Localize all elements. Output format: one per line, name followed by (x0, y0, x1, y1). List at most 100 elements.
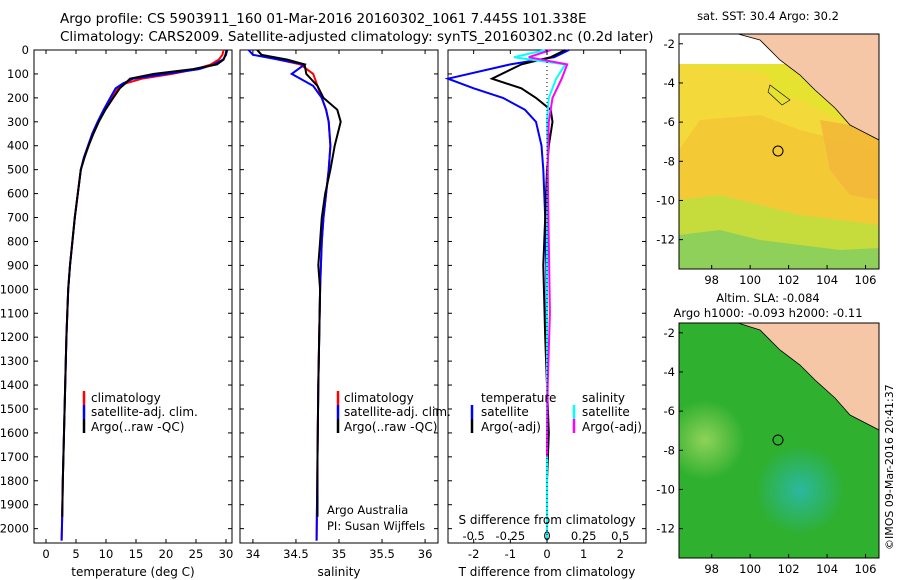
x-tick-label: 36 (418, 547, 433, 561)
imos-credit: ©IMOS 09-Mar-2016 20:41:37 (883, 384, 896, 550)
depth-tick-label: 100 (7, 67, 29, 81)
map-x-tick-label: 104 (816, 562, 838, 576)
series-line (60, 49, 225, 541)
salinity-legend: climatology satellite-adj. clim. Argo(..… (327, 391, 451, 533)
map-y-tick-label: -8 (664, 443, 675, 457)
credit-note-line2: PI: Susan Wijffels (327, 519, 425, 533)
x-tick-label: 2 (617, 547, 624, 561)
legend-label-t-satellite: satellite (481, 405, 529, 419)
legend-title-temperature: temperature (481, 391, 556, 405)
s-tick-label: 0.25 (571, 529, 597, 543)
s-tick-label: -0.5 (462, 529, 484, 543)
x-tick-label: -1 (505, 547, 516, 561)
salinity-series (247, 49, 342, 541)
map-x-tick-label: 102 (778, 562, 800, 576)
depth-tick-label: 1100 (0, 306, 29, 320)
map-x-tick-label: 100 (739, 273, 761, 287)
x-tick-label: 20 (159, 547, 174, 561)
difference-xlabel: T difference from climatology (458, 565, 636, 579)
s-difference-label: S difference from climatology (459, 513, 636, 527)
map-y-tick-label: -4 (664, 365, 675, 379)
temperature-panel-frame (33, 49, 233, 544)
argo-location-marker-sst (772, 145, 784, 157)
depth-tick-label: 200 (7, 91, 29, 105)
map-y-tick-label: -10 (656, 193, 675, 207)
x-tick-label: 15 (129, 547, 144, 561)
legend-label-climatology: climatology (91, 391, 161, 405)
depth-tick-label: 400 (7, 139, 29, 153)
legend-label-t-argo: Argo(-adj) (481, 420, 541, 434)
s-tick-label: 0.5 (611, 529, 629, 543)
series-line (489, 49, 566, 481)
salinity-xticks: 34 34.5 35 35.5 36 (246, 50, 433, 561)
depth-axis: 0 100 200 300 400 500 600 700 800 900 1000 1100 1200… (0, 43, 646, 536)
map-x-tick-label: 102 (778, 273, 800, 287)
credit-note-line1: Argo Australia (327, 503, 408, 517)
legend-label-climatology: climatology (344, 391, 414, 405)
legend-label-argo: Argo(..raw -QC) (344, 420, 437, 434)
sla-map-axes: 98 100 102 104 106 -2 -4 -6 -8 -10 -12 (656, 326, 876, 576)
legend-label-satellite: satellite-adj. clim. (344, 405, 451, 419)
x-tick-label: 30 (219, 547, 234, 561)
series-line (60, 49, 229, 541)
temperature-legend: climatology satellite-adj. clim. Argo(..… (82, 391, 198, 434)
map-y-tick-label: -2 (664, 37, 675, 51)
map-x-tick-label: 98 (704, 273, 719, 287)
map-x-tick-label: 98 (704, 562, 719, 576)
depth-tick-label: 1400 (0, 378, 29, 392)
salinity-xlabel: salinity (317, 565, 360, 579)
map-y-tick-label: -4 (664, 76, 675, 90)
x-tick-label: 35.5 (369, 547, 395, 561)
depth-tick-label: 0 (22, 43, 29, 57)
depth-tick-label: 1900 (0, 498, 29, 512)
depth-tick-label: 700 (7, 211, 29, 225)
legend-label-s-satellite: satellite (582, 405, 630, 419)
map-x-tick-label: 106 (855, 273, 877, 287)
sst-map-title: sat. SST: 30.4 Argo: 30.2 (697, 9, 839, 23)
depth-tick-label: 600 (7, 187, 29, 201)
temperature-xticks: 0 5 10 15 20 25 30 (42, 50, 233, 561)
map-y-tick-label: -12 (656, 233, 675, 247)
depth-tick-label: 1200 (0, 330, 29, 344)
map-x-tick-label: 106 (855, 562, 877, 576)
map-y-tick-label: -2 (664, 326, 675, 340)
map-y-tick-label: -12 (656, 522, 675, 536)
series-line (256, 49, 342, 517)
x-tick-label: 1 (580, 547, 587, 561)
depth-tick-label: 1300 (0, 354, 29, 368)
legend-label-s-argo: Argo(-adj) (582, 420, 642, 434)
chart-title-line1: Argo profile: CS 5903911_160 01-Mar-2016… (60, 11, 587, 27)
depth-tick-label: 500 (7, 163, 29, 177)
depth-tick-label: 1600 (0, 426, 29, 440)
map-y-tick-label: -6 (664, 404, 675, 418)
sst-map (678, 33, 880, 270)
chart-title-line2: Climatology: CARS2009. Satellite-adjuste… (60, 29, 654, 45)
x-tick-label: 25 (189, 547, 204, 561)
x-tick-label: 34.5 (283, 547, 309, 561)
x-tick-label: 0 (543, 547, 550, 561)
map-x-tick-label: 104 (816, 273, 838, 287)
x-tick-label: 34 (246, 547, 261, 561)
map-y-tick-label: -8 (664, 154, 675, 168)
map-y-tick-label: -6 (664, 115, 675, 129)
x-tick-label: 35 (332, 547, 347, 561)
depth-tick-label: 1800 (0, 474, 29, 488)
difference-series (444, 49, 570, 543)
legend-label-satellite: satellite-adj. clim. (91, 405, 198, 419)
s-tick-label: -0.25 (495, 529, 525, 543)
sst-map-axes: 98 100 102 104 106 -2 -4 -6 -8 -10 -12 (656, 37, 876, 287)
sla-map-title-line1: Altim. SLA: -0.084 (716, 291, 820, 305)
depth-tick-label: 900 (7, 258, 29, 272)
temperature-series (60, 49, 229, 541)
depth-tick-label: 1700 (0, 450, 29, 464)
x-tick-label: 10 (99, 547, 114, 561)
s-tick-label: 0 (543, 529, 550, 543)
temperature-xlabel: temperature (deg C) (71, 565, 194, 579)
x-tick-label: 0 (42, 547, 49, 561)
depth-tick-label: 2000 (0, 522, 29, 536)
depth-tick-label: 1500 (0, 402, 29, 416)
map-y-tick-label: -10 (656, 482, 675, 496)
series-line (61, 49, 228, 517)
legend-title-salinity: salinity (582, 391, 625, 405)
